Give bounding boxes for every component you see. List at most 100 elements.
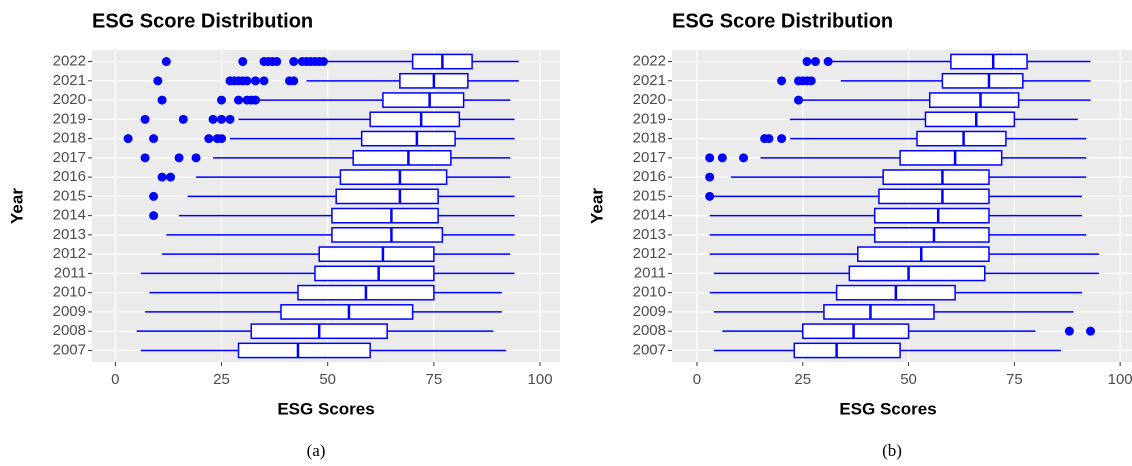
- outlier: [242, 76, 252, 86]
- x-tick-label: 0: [693, 371, 701, 388]
- y-tick-label: 2014: [633, 207, 666, 224]
- x-tick-label: 100: [1108, 371, 1132, 388]
- outlier: [1086, 326, 1096, 336]
- caption: (b): [882, 441, 902, 460]
- outlier: [238, 57, 248, 67]
- outlier: [234, 95, 244, 105]
- box: [873, 227, 990, 243]
- outlier: [153, 76, 163, 86]
- outlier: [810, 57, 820, 67]
- y-tick-label: 2020: [53, 91, 86, 108]
- y-tick-label: 2007: [53, 341, 86, 358]
- box: [352, 149, 452, 166]
- box: [882, 169, 990, 185]
- box: [878, 188, 990, 205]
- outlier: [739, 153, 749, 163]
- outlier: [149, 211, 159, 221]
- box: [369, 111, 461, 128]
- box: [360, 130, 456, 147]
- outlier: [777, 76, 787, 86]
- y-tick-label: 2007: [633, 341, 666, 358]
- box: [823, 304, 935, 320]
- box: [237, 342, 371, 359]
- outlier: [123, 134, 133, 144]
- y-tick-label: 2013: [633, 226, 666, 243]
- outlier: [717, 153, 727, 163]
- y-tick-label: 2017: [53, 149, 86, 166]
- outlier: [823, 57, 833, 67]
- outlier: [178, 114, 188, 124]
- outlier: [251, 76, 261, 86]
- outlier: [777, 134, 787, 144]
- y-tick-label: 2019: [53, 110, 86, 127]
- box: [280, 304, 414, 320]
- x-axis-title: ESG Scores: [277, 399, 374, 418]
- y-tick-label: 2013: [53, 226, 86, 243]
- outlier: [802, 57, 812, 67]
- chart-title: ESG Score Distribution: [92, 10, 313, 32]
- outlier: [289, 57, 299, 67]
- caption: (a): [307, 441, 326, 460]
- y-tick-label: 2022: [633, 53, 666, 70]
- y-tick-label: 2011: [634, 264, 666, 281]
- outlier: [806, 76, 816, 86]
- y-tick-label: 2010: [633, 284, 666, 301]
- outlier: [217, 114, 227, 124]
- outlier: [166, 172, 176, 182]
- y-tick-label: 2016: [53, 168, 86, 185]
- box: [916, 130, 1007, 147]
- outlier: [272, 57, 282, 67]
- box: [314, 265, 435, 282]
- outlier: [174, 153, 184, 163]
- y-tick-label: 2016: [633, 168, 666, 185]
- y-tick-label: 2008: [633, 322, 666, 339]
- y-tick-label: 2017: [633, 149, 666, 166]
- outlier: [140, 114, 150, 124]
- y-axis-title: Year: [7, 188, 26, 224]
- outlier: [705, 153, 715, 163]
- panel: 0 25 50 75 100 2007 2008 2009 2010 2011 2012 2013 20…: [587, 10, 1132, 460]
- y-tick-label: 2010: [53, 284, 86, 301]
- outlier: [217, 95, 227, 105]
- y-tick-label: 2009: [53, 303, 86, 320]
- y-tick-label: 2012: [633, 245, 666, 262]
- box: [848, 265, 986, 282]
- outlier: [251, 95, 261, 105]
- y-tick-label: 2018: [633, 130, 666, 147]
- x-tick-label: 50: [900, 371, 917, 388]
- box: [335, 188, 439, 205]
- y-tick-label: 2015: [53, 187, 86, 204]
- box: [382, 92, 465, 108]
- outlier: [259, 76, 269, 86]
- panel: 0 25 50 75 100 2007 2008 2009 2010 2011 2012 2013 20…: [7, 10, 560, 460]
- x-tick-label: 0: [111, 371, 119, 388]
- outlier: [225, 114, 235, 124]
- outlier: [289, 76, 299, 86]
- y-tick-label: 2009: [633, 303, 666, 320]
- chart-title: ESG Score Distribution: [672, 10, 893, 32]
- outlier: [204, 134, 214, 144]
- box: [924, 111, 1016, 128]
- box: [857, 246, 990, 263]
- outlier: [191, 153, 201, 163]
- x-tick-label: 50: [319, 371, 336, 388]
- outlier: [1064, 326, 1074, 336]
- outlier: [705, 191, 715, 201]
- x-tick-label: 25: [213, 371, 230, 388]
- outlier: [157, 95, 167, 105]
- y-tick-label: 2015: [633, 187, 666, 204]
- y-tick-label: 2022: [53, 53, 86, 70]
- y-tick-label: 2012: [53, 245, 86, 262]
- outlier: [208, 114, 218, 124]
- box: [331, 207, 439, 224]
- x-tick-label: 25: [794, 371, 811, 388]
- box: [873, 207, 990, 224]
- x-axis-title: ESG Scores: [839, 399, 936, 418]
- y-tick-label: 2008: [53, 322, 86, 339]
- x-tick-label: 100: [528, 371, 553, 388]
- y-tick-label: 2011: [54, 264, 86, 281]
- box: [331, 227, 444, 243]
- outlier: [764, 134, 774, 144]
- outlier: [157, 172, 167, 182]
